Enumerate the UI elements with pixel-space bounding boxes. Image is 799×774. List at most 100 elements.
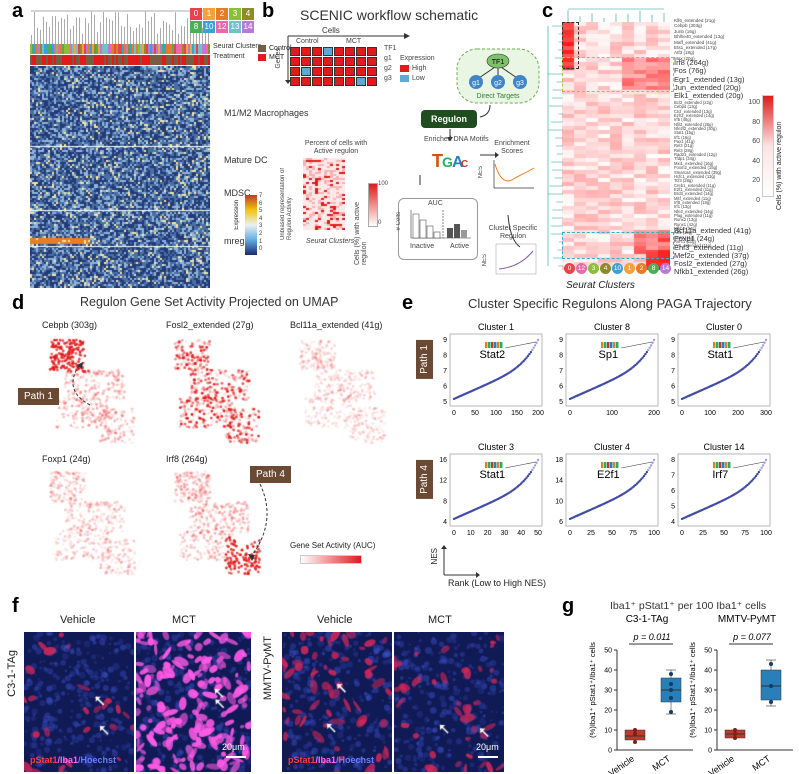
cells-active-label: Cells (%) with active regulon [354, 201, 368, 265]
svg-text:100: 100 [490, 410, 502, 417]
panel-label-c: c [542, 0, 554, 22]
cluster-circle-4: 4 [600, 263, 611, 274]
tf-node-label: TF1 [492, 59, 505, 66]
regulon-label: Nfil3_extended (26g) [674, 121, 713, 127]
g-plot-title: C3-1-TAg [626, 614, 669, 625]
scale-2: 20μm [476, 742, 499, 752]
stain-legend-2: pStat1/Iba1/Hoechst [288, 755, 375, 765]
svg-text:20: 20 [704, 708, 712, 715]
expression-legend-title: Expression [234, 200, 240, 230]
svg-text:14: 14 [555, 478, 563, 485]
svg-text:12: 12 [439, 478, 447, 485]
regulon-label: Foxm2_extended (15g) [674, 165, 718, 171]
regulon-label: Maff_extended (41g) [674, 39, 717, 45]
motif-logo: T G A C [432, 151, 468, 170]
svg-text:50: 50 [704, 648, 712, 655]
svg-text:6: 6 [443, 384, 447, 391]
svg-text:40: 40 [517, 530, 525, 537]
micro-pymt-mct [394, 632, 504, 772]
regulon-label: Yy1_extended (11g) [674, 243, 712, 249]
tf-label: Irf7 [712, 469, 728, 481]
auc-legend-bar [300, 555, 362, 564]
svg-text:50: 50 [471, 410, 479, 417]
cluster-legend-13: 13 [229, 21, 241, 33]
svg-text:5: 5 [671, 504, 675, 511]
regulon-label: Mxi1_extended (16g) [674, 160, 714, 166]
svg-text:0: 0 [708, 748, 712, 755]
nes-plot-5: Cluster 14 0 25 50 75 100 4 5 6 7 8 Irf7 [671, 442, 772, 537]
regulon-label: Smarca4_extended (35g) [674, 169, 722, 175]
cluster-legend-12: 12 [216, 21, 228, 33]
treatment-label: Treatment [213, 53, 245, 60]
green-box [562, 57, 674, 92]
svg-text:16: 16 [439, 457, 447, 464]
svg-text:300: 300 [760, 410, 772, 417]
nes-plot-1: Cluster 8 0 100 200 5 6 7 8 9 Sp1 [559, 322, 660, 417]
cells-active-bar [368, 183, 378, 227]
svg-text:8: 8 [559, 353, 563, 360]
cluster-legend-3: 3 [229, 8, 241, 20]
svg-text:7: 7 [559, 368, 563, 375]
paga-title: Cluster Specific Regulons Along PAGA Tra… [468, 296, 752, 311]
cluster-specific-label: Cluster Specific Regulon [488, 225, 538, 240]
svg-text:100: 100 [704, 410, 716, 417]
regulon-label: Klf6_extended (21g) [674, 18, 716, 23]
svg-text:10: 10 [467, 530, 475, 537]
svg-text:4: 4 [671, 519, 675, 526]
regulon-label: Rel3 (28g) [674, 147, 694, 153]
regulon-label: Irf1 (16g) [674, 134, 691, 140]
regulon-label: Cebpd (13g) [674, 104, 698, 110]
nes-rank-axes [441, 545, 480, 578]
svg-text:50: 50 [534, 530, 542, 537]
enrichment-curve [493, 160, 535, 189]
regulon-label: Nfkb1_extended (26g) [674, 267, 749, 277]
cluster-circle-14: 14 [660, 263, 671, 274]
cluster-legend-2: 2 [216, 8, 228, 20]
svg-text:8: 8 [443, 353, 447, 360]
cluster-circle-1: 1 [624, 263, 635, 274]
path4-arrow [248, 483, 268, 561]
g-ylabel: (%)Iba1⁺ pStat1⁺/Iba1⁺ cells [588, 642, 597, 738]
svg-text:g3: g3 [516, 80, 524, 87]
regulon-label: Pax1 (41g) [674, 139, 695, 145]
regulon-label: Bcl3_extended (22g) [674, 100, 713, 105]
umap-foxp1 [30, 462, 150, 582]
nes-plot-2: Cluster 0 0 100 200 300 5 6 7 8 9 Stat1 [671, 322, 772, 417]
path4-tag: Path 4 [250, 466, 291, 483]
model1-label: C3-1-TAg [6, 650, 18, 697]
cluster-title: Cluster 0 [706, 322, 742, 332]
row-labels-top: Klf6_extended (21g) Cebpb (303g) Junb (16g… [674, 18, 724, 61]
svg-text:10: 10 [604, 728, 612, 735]
auc-box [398, 198, 478, 260]
percent-active-label: Percent of cells with Active regulon [304, 140, 368, 155]
panel-label-e: e [402, 292, 414, 314]
mini-heatmap [303, 158, 345, 230]
svg-text:g1: g1 [472, 80, 480, 87]
svg-text:50: 50 [608, 530, 616, 537]
svg-text:18: 18 [555, 457, 563, 464]
panel-label-a: a [12, 0, 24, 22]
regulon-label: Bcl11a_extended (41g) [674, 226, 751, 235]
svg-text:6: 6 [559, 384, 563, 391]
svg-text:50: 50 [604, 648, 612, 655]
svg-text:0: 0 [568, 410, 572, 417]
svg-text:9: 9 [559, 337, 563, 344]
svg-text:10: 10 [555, 498, 563, 505]
g-ylabel-2: (%)Iba1⁺ pStat1⁺/Iba1⁺ cells [688, 642, 697, 738]
regulon-label: Irf8 (264g) [674, 58, 709, 67]
regulon-label: Tfdp1 (34g) [674, 156, 696, 162]
cluster-bar [30, 44, 210, 54]
svg-text:0: 0 [568, 530, 572, 537]
svg-text:Vehicle: Vehicle [607, 753, 637, 774]
umap-title: Regulon Gene Set Activity Projected on U… [80, 295, 339, 309]
umap-fosl2 [155, 330, 275, 450]
p-value: p = 0.011 [632, 632, 670, 642]
svg-text:20: 20 [604, 708, 612, 715]
svg-text:g2: g2 [494, 80, 502, 87]
tf-label: Stat1 [707, 349, 733, 361]
svg-text:100: 100 [606, 410, 618, 417]
svg-text:25: 25 [699, 530, 707, 537]
regulon-label: Runx1 (42g) [674, 221, 698, 227]
regulon-label: Max (20g) [674, 55, 695, 61]
